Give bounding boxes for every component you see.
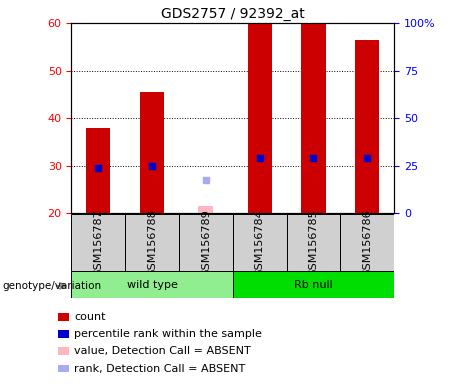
Text: GSM156787: GSM156787: [93, 210, 103, 277]
Text: genotype/variation: genotype/variation: [2, 281, 101, 291]
Text: count: count: [74, 312, 106, 322]
Bar: [355, 40, 379, 213]
Bar: [179, 214, 233, 271]
Bar: [287, 214, 340, 271]
Bar: [58, 313, 69, 321]
Text: GSM156789: GSM156789: [201, 210, 211, 277]
Bar: [58, 330, 69, 338]
Text: value, Detection Call = ABSENT: value, Detection Call = ABSENT: [74, 346, 251, 356]
Text: percentile rank within the sample: percentile rank within the sample: [74, 329, 262, 339]
Bar: [340, 214, 394, 271]
Bar: [301, 23, 325, 213]
Bar: [248, 23, 272, 213]
Bar: [140, 92, 164, 213]
Bar: [71, 214, 125, 271]
Bar: [233, 214, 287, 271]
Text: GSM156788: GSM156788: [147, 210, 157, 277]
Text: GSM156785: GSM156785: [308, 210, 319, 277]
Bar: [58, 347, 69, 355]
Title: GDS2757 / 92392_at: GDS2757 / 92392_at: [161, 7, 305, 21]
Text: rank, Detection Call = ABSENT: rank, Detection Call = ABSENT: [74, 364, 245, 374]
Text: wild type: wild type: [127, 280, 177, 290]
Bar: [233, 271, 394, 298]
Text: GSM156786: GSM156786: [362, 210, 372, 277]
Text: Rb null: Rb null: [294, 280, 333, 290]
Bar: [125, 214, 179, 271]
Bar: [71, 271, 233, 298]
Text: GSM156784: GSM156784: [254, 210, 265, 277]
Bar: [198, 206, 213, 213]
Bar: [58, 365, 69, 372]
Bar: [86, 127, 111, 213]
